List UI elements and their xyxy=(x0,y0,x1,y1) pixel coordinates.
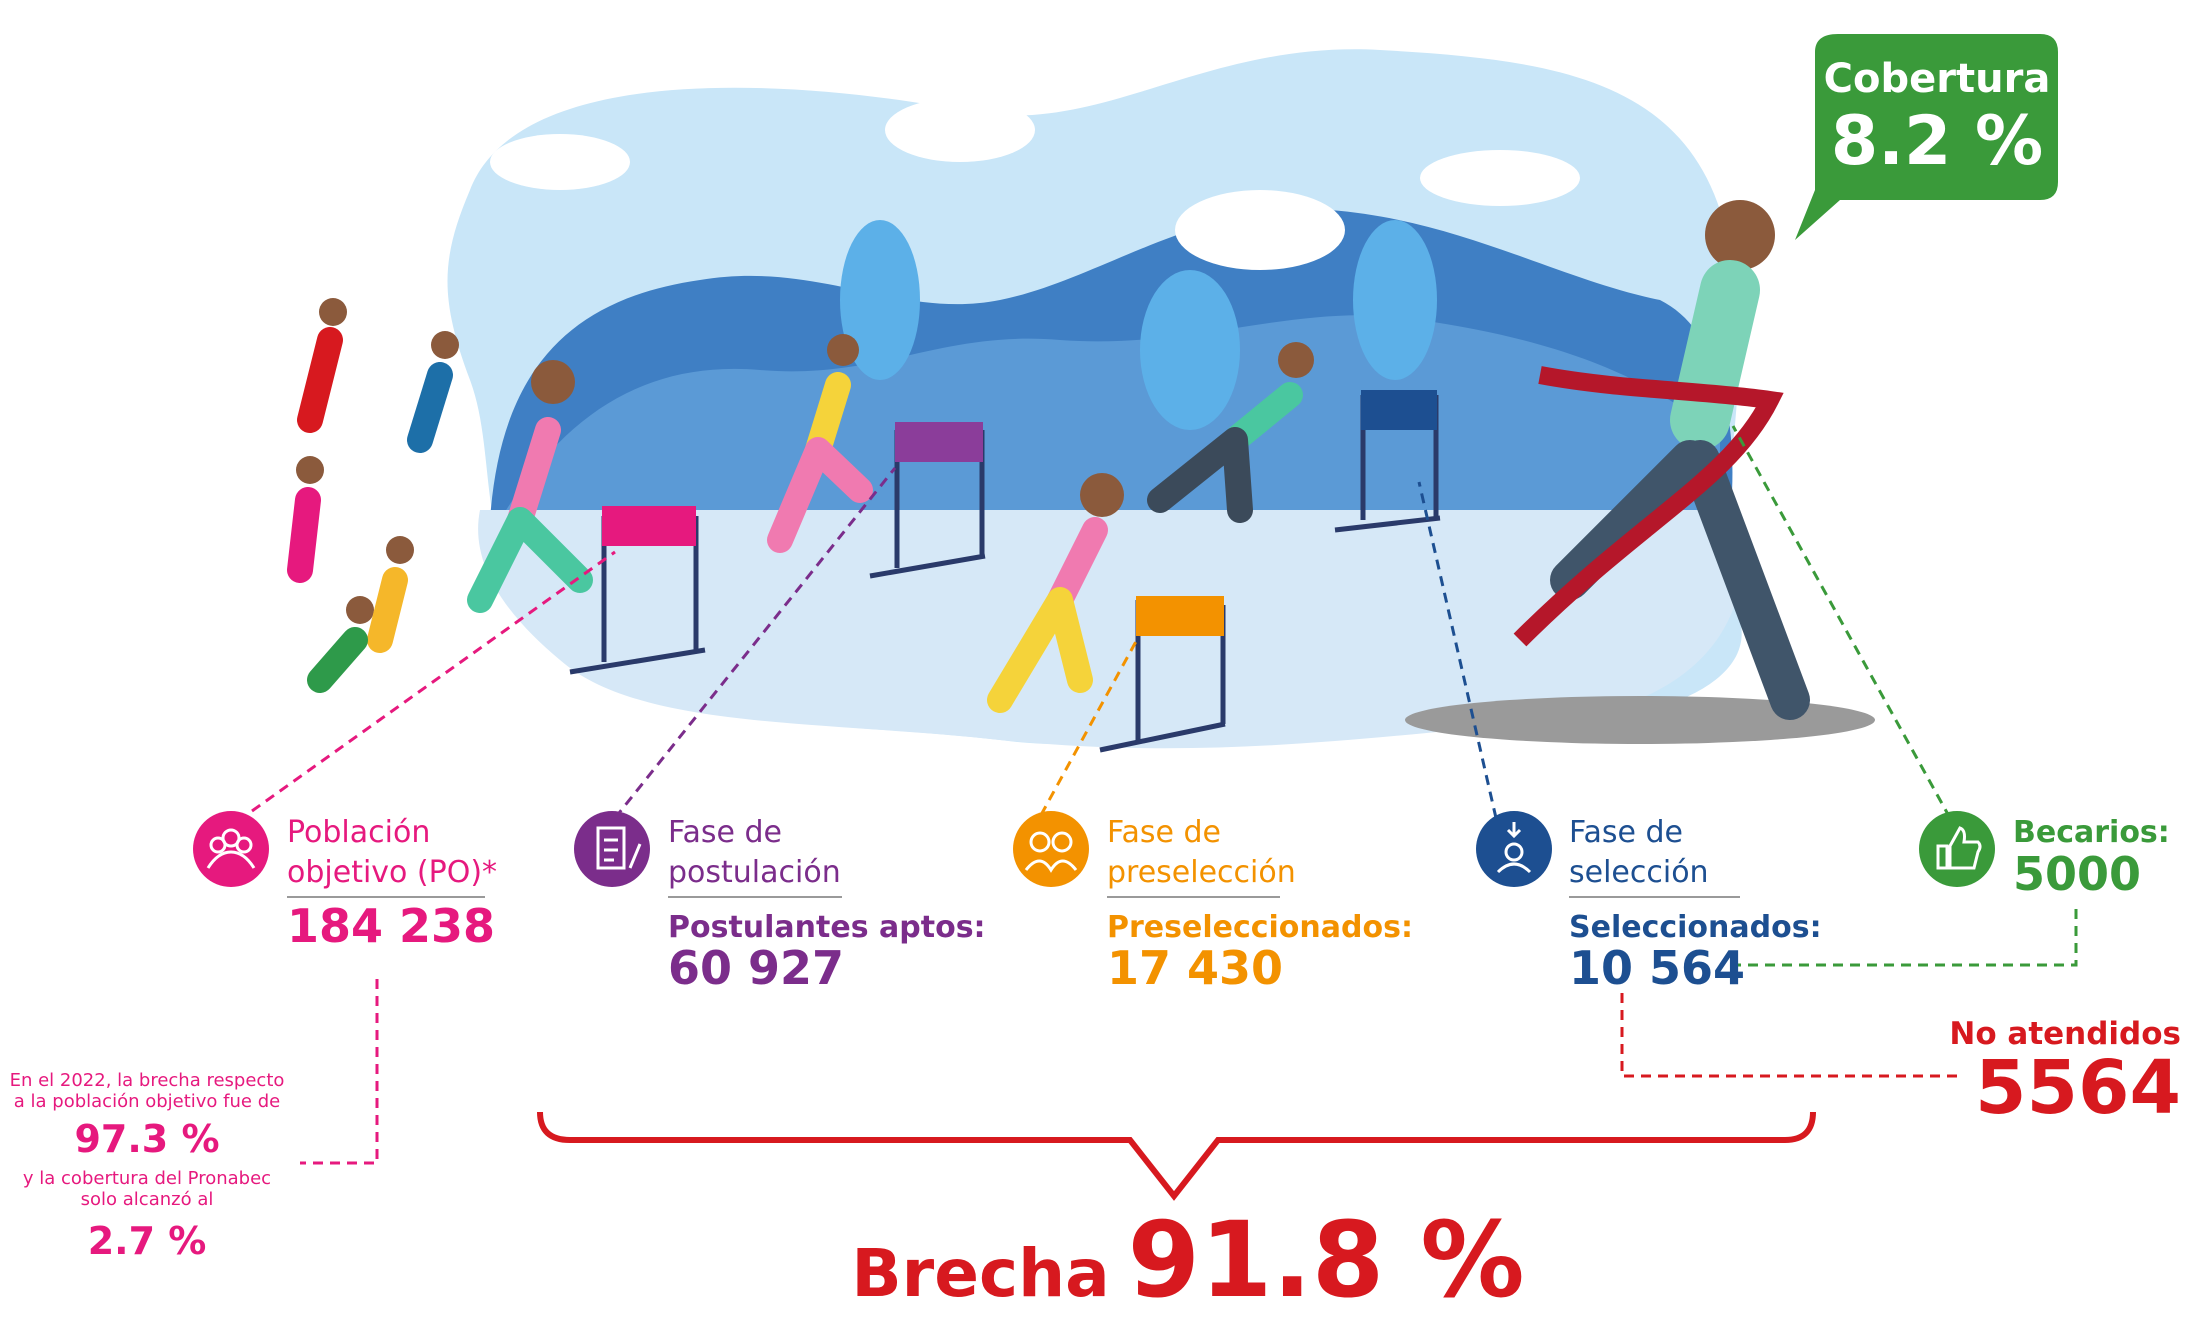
stage-title: Población xyxy=(287,815,430,850)
note-gap: 97.3 % xyxy=(74,1117,219,1161)
not-attended-label: No atendidos xyxy=(1949,1016,2181,1052)
gap-value: 91.8 % xyxy=(1128,1199,1525,1317)
stage-title: Fase de xyxy=(668,815,782,850)
stage-value: 10 564 xyxy=(1569,941,1745,995)
coverage-bubble xyxy=(1795,34,2058,240)
stage-title: selección xyxy=(1569,855,1709,890)
stage-value: 5000 xyxy=(2013,847,2141,901)
note-coverage: 2.7 % xyxy=(88,1219,207,1263)
brace xyxy=(537,1111,1816,1201)
stage-4: Becarios: 5000 xyxy=(2013,815,2170,901)
connectors xyxy=(251,425,2078,1165)
note-line: y la cobertura del Pronabec xyxy=(23,1168,271,1189)
stage-subtitle: Postulantes aptos: xyxy=(668,910,986,945)
stage-subtitle: Seleccionados: xyxy=(1569,910,1822,945)
gap-label: Brecha xyxy=(851,1235,1109,1312)
stage-value: 60 927 xyxy=(668,941,844,995)
stage-title: postulación xyxy=(668,855,841,890)
stage-value: 184 238 xyxy=(287,899,495,953)
stage-title: preselección xyxy=(1107,855,1296,890)
note-line: En el 2022, la brecha respecto xyxy=(10,1070,285,1091)
note-line: solo alcanzó al xyxy=(81,1189,214,1210)
stage-title: objetivo (PO)* xyxy=(287,855,497,890)
stage-1: Fase de postulación Postulantes aptos: 6… xyxy=(668,815,986,995)
note: En el 2022, la brecha respecto a la pobl… xyxy=(10,1070,285,1263)
coverage-label: Cobertura xyxy=(1824,56,2051,102)
stage-title: Becarios: xyxy=(2013,815,2170,850)
stage-2: Fase de preselección Preseleccionados: 1… xyxy=(1107,815,1413,995)
stage-3: Fase de selección Seleccionados: 10 564 xyxy=(1569,815,1822,995)
not-attended-value: 5564 xyxy=(1975,1045,2181,1131)
stage-value: 17 430 xyxy=(1107,941,1283,995)
note-line: a la población objetivo fue de xyxy=(14,1091,280,1112)
stage-subtitle: Preseleccionados: xyxy=(1107,910,1413,945)
stage-icons xyxy=(193,811,1995,887)
stage-title: Fase de xyxy=(1569,815,1683,850)
stage-0: Población objetivo (PO)* 184 238 xyxy=(287,815,497,953)
gap: Brecha 91.8 % xyxy=(851,1199,1524,1317)
stage-title: Fase de xyxy=(1107,815,1221,850)
coverage-value: 8.2 % xyxy=(1831,102,2043,181)
illustration xyxy=(287,49,1875,753)
